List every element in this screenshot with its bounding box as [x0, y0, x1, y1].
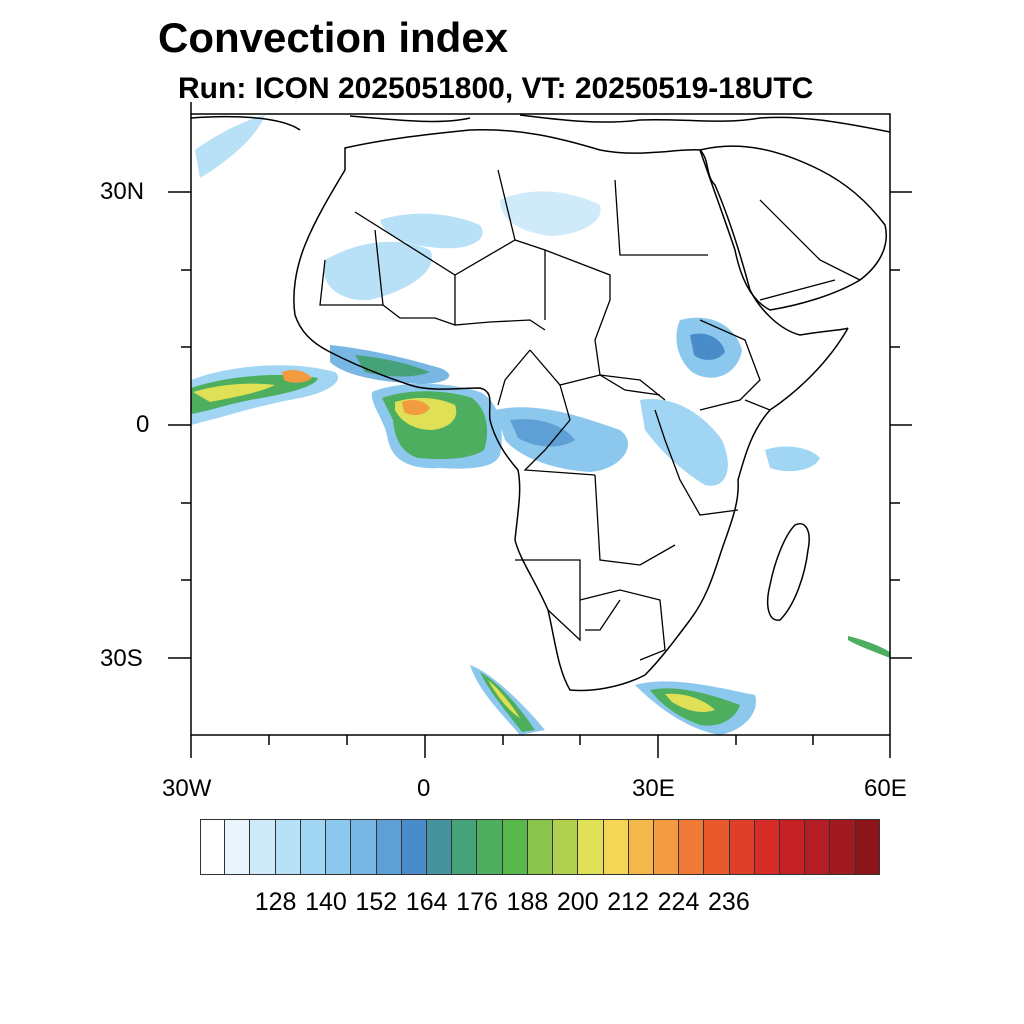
shade-sahara-west: [323, 241, 432, 301]
border-18: [744, 399, 771, 411]
shade-guinea-orange: [402, 400, 430, 416]
border-17: [699, 319, 761, 411]
border-2: [319, 229, 384, 306]
colorbar-box: [351, 819, 377, 875]
border-12: [594, 474, 676, 566]
border-4: [614, 179, 708, 256]
shade-libya: [500, 191, 601, 236]
colorbar-box: [830, 819, 856, 875]
colorbar-label: 128: [254, 888, 297, 916]
colorbar-box: [376, 819, 402, 875]
colorbar-box: [855, 819, 880, 875]
border-6: [454, 275, 546, 331]
africa-coast: [293, 128, 849, 692]
colorbar-box: [502, 819, 528, 875]
shade-sahara-mid: [380, 213, 483, 249]
colorbar-label: 236: [708, 888, 750, 916]
arabia-coast: [699, 145, 887, 311]
europe-coast: [191, 114, 890, 133]
colorbar-box: [225, 819, 251, 875]
colorbar-box: [326, 819, 352, 875]
border-3: [497, 169, 516, 241]
convection-shading: [191, 115, 890, 735]
border-11: [523, 384, 596, 476]
x-label-0: 0: [417, 775, 431, 802]
colorbar-box: [527, 819, 554, 875]
border-13: [654, 409, 739, 516]
colorbar-box: [426, 819, 453, 875]
colorbar-box: [754, 819, 781, 875]
x-label-30e: 30E: [632, 775, 675, 802]
border-9: [599, 374, 661, 396]
shade-indian-ocean: [765, 446, 820, 472]
colorbar-label: 188: [506, 888, 549, 916]
page-subtitle: Run: ICON 2025051800, VT: 20250519-18UTC: [178, 72, 814, 105]
border-5: [544, 249, 611, 376]
colorbar-box: [729, 819, 755, 875]
border-14: [515, 559, 581, 642]
border-16: [585, 599, 621, 631]
x-label-30w: 30W: [162, 775, 212, 802]
colorbar-box: [603, 819, 629, 875]
y-label-30s: 30S: [100, 645, 143, 672]
shade-atlantic-core: [191, 375, 318, 414]
colorbar-box: [805, 819, 831, 875]
colorbar-box: [477, 819, 503, 875]
border-10: [497, 349, 531, 406]
madagascar-coast: [767, 523, 810, 621]
shade-congo-core: [510, 419, 575, 447]
y-label-30n: 30N: [100, 178, 145, 205]
colorbar-box: [553, 819, 579, 875]
shade-southeast: [848, 636, 890, 658]
shade-atlantic-yellow: [193, 383, 275, 402]
colorbar-box: [653, 819, 680, 875]
colorbar-box: [250, 819, 276, 875]
shade-atlantic-orange: [282, 370, 312, 383]
colorbar-label: 200: [556, 888, 599, 916]
shade-northwest: [195, 115, 265, 178]
border-7: [382, 304, 456, 326]
colorbar-box: [780, 819, 806, 875]
colorbar-label: 164: [405, 888, 448, 916]
shade-ethiopia-core: [690, 333, 725, 360]
colorbar: [200, 819, 880, 875]
page-title: Convection index: [158, 14, 509, 61]
colorbar-box: [300, 819, 327, 875]
colorbar-box: [578, 819, 604, 875]
colorbar-label: 176: [456, 888, 498, 916]
axis-ticks: [168, 102, 912, 758]
colorbar-label: 224: [657, 888, 700, 916]
border-20: [759, 199, 861, 281]
colorbar-label: 152: [355, 888, 398, 916]
country-borders: [319, 169, 861, 661]
colorbar-box: [401, 819, 427, 875]
colorbar-box: [275, 819, 301, 875]
colorbar-label: 212: [607, 888, 649, 916]
shade-agulhas-yellow: [665, 693, 715, 713]
border-15: [579, 589, 666, 661]
shade-south-atl-yellow: [488, 680, 520, 718]
colorbar-box: [704, 819, 730, 875]
colorbar-box: [452, 819, 478, 875]
shade-eastafrica: [640, 399, 728, 486]
colorbar-box: [679, 819, 705, 875]
colorbar-label: 140: [305, 888, 347, 916]
colorbar-box: [200, 819, 226, 875]
coastlines: [191, 114, 890, 692]
y-label-0: 0: [136, 411, 150, 438]
x-label-60e: 60E: [864, 775, 907, 802]
colorbar-box: [628, 819, 654, 875]
border-19: [759, 279, 836, 301]
